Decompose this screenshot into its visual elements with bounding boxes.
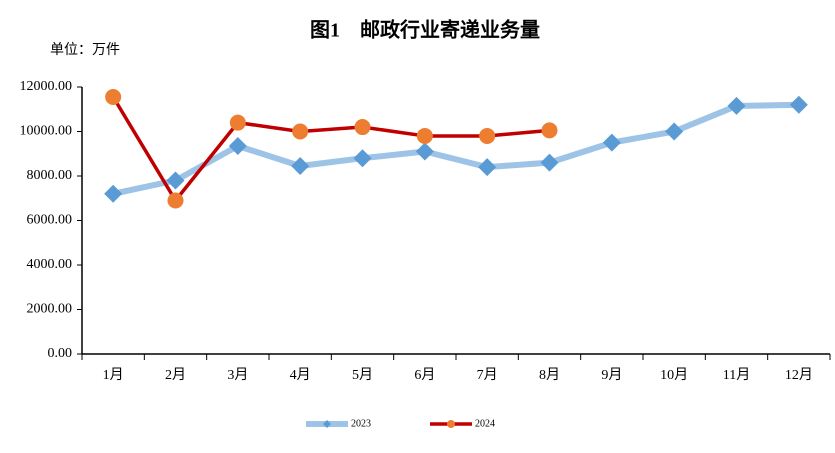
point <box>602 133 621 152</box>
point <box>665 122 684 141</box>
series-line <box>112 101 799 197</box>
point <box>229 114 246 131</box>
point <box>540 153 559 172</box>
x-tick-label: 12月 <box>785 367 813 383</box>
x-tick-label: 7月 <box>477 367 498 383</box>
point <box>105 89 122 106</box>
point <box>789 95 808 114</box>
legend-label: 2023 <box>351 418 371 429</box>
y-tick-label: 10000.00 <box>20 124 73 139</box>
chart-title: 图1 邮政行业寄递业务量 <box>310 18 540 42</box>
point <box>727 96 746 115</box>
x-tick-label: 5月 <box>352 367 373 383</box>
point <box>354 119 371 136</box>
y-tick-label: 4000.00 <box>27 257 73 272</box>
point <box>541 122 558 139</box>
x-tick-label: 9月 <box>601 367 622 383</box>
x-tick-label: 11月 <box>723 367 750 383</box>
point <box>415 142 434 161</box>
legend-marker <box>447 420 455 428</box>
x-tick-label: 3月 <box>227 367 248 383</box>
y-tick-label: 0.00 <box>48 346 73 361</box>
x-tick-label: 6月 <box>414 367 435 383</box>
point <box>353 149 372 168</box>
y-unit: 单位：万件 <box>50 42 120 58</box>
point <box>292 123 309 140</box>
point <box>104 184 123 203</box>
point <box>479 127 496 144</box>
point <box>166 171 185 190</box>
y-tick-label: 12000.00 <box>20 79 73 94</box>
x-tick-label: 2月 <box>165 367 186 383</box>
x-tick-label: 10月 <box>660 367 688 383</box>
y-tick-label: 2000.00 <box>27 302 73 317</box>
point <box>167 192 184 209</box>
point <box>291 156 310 175</box>
point <box>478 158 497 177</box>
point <box>416 127 433 144</box>
series-line <box>111 96 550 203</box>
legend-marker <box>323 420 331 428</box>
x-tick-label: 4月 <box>290 367 311 383</box>
x-tick-label: 1月 <box>103 367 124 383</box>
y-tick-label: 6000.00 <box>27 213 73 228</box>
x-tick-label: 8月 <box>539 367 560 383</box>
point <box>228 136 247 155</box>
y-tick-label: 8000.00 <box>27 168 73 183</box>
legend-label: 2024 <box>475 418 495 429</box>
